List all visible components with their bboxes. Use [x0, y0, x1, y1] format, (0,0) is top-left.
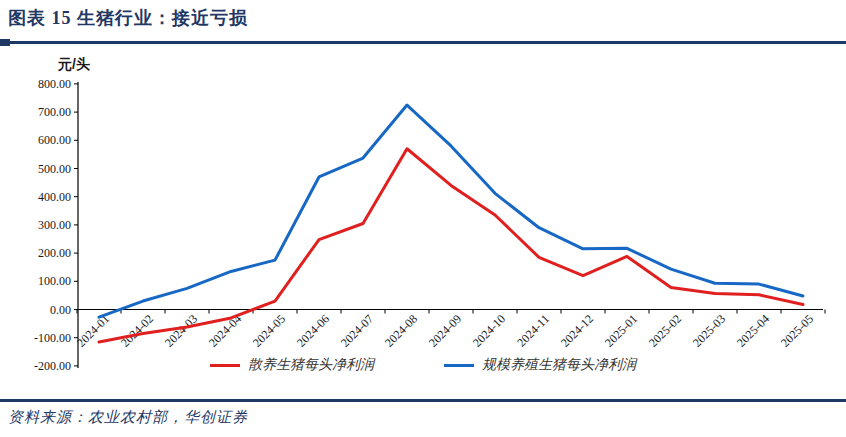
y-tick-label: -100.00 [34, 331, 71, 345]
line-chart-plot: 800.00 700.00 600.00 500.00 400.00 300.00 200.… [28, 72, 846, 380]
title-divider-left-cap [0, 39, 10, 46]
report-chart-figure: 图表 15 生猪行业：接近亏损 元/头 800.00700.00600.0050… [0, 0, 846, 437]
x-category-label: 2025-05 [778, 312, 816, 350]
x-category-label: 2024-07 [338, 312, 376, 350]
title-divider-rule [0, 41, 846, 44]
legend-line-red [210, 364, 240, 367]
source-note: 资料来源：农业农村部，华创证券 [8, 408, 248, 427]
legend-item-scale-farm: 规模养殖生猪每头净利润 [444, 356, 636, 374]
footer-divider-rule [0, 399, 846, 402]
x-category-label: 2025-02 [646, 312, 684, 350]
legend-line-blue [444, 364, 474, 367]
x-category-label: 2024-08 [382, 312, 420, 350]
legend-item-free-range: 散养生猪每头净利润 [210, 356, 374, 374]
y-tick-label: 200.00 [38, 246, 71, 260]
y-tick-label: 300.00 [38, 218, 71, 232]
series-line-blue [99, 105, 803, 317]
y-tick-label: 100.00 [38, 274, 71, 288]
legend-label-free-range: 散养生猪每头净利润 [248, 356, 374, 374]
y-tick-label: 600.00 [38, 133, 71, 147]
chart-legend: 散养生猪每头净利润 规模养殖生猪每头净利润 [0, 356, 846, 374]
legend-label-scale-farm: 规模养殖生猪每头净利润 [482, 356, 636, 374]
x-category-label: 2024-09 [426, 312, 464, 350]
x-category-label: 2024-01 [74, 312, 112, 350]
x-category-label: 2024-06 [294, 312, 332, 350]
x-category-label: 2024-10 [470, 312, 508, 350]
x-category-label: 2024-11 [514, 312, 552, 350]
y-tick-label: 700.00 [38, 105, 71, 119]
x-category-label: 2025-03 [690, 312, 728, 350]
y-tick-label: 0.00 [50, 303, 71, 317]
x-category-label: 2024-04 [206, 312, 244, 350]
figure-title: 图表 15 生猪行业：接近亏损 [8, 6, 248, 30]
x-category-label: 2025-01 [602, 312, 640, 350]
x-category-label: 2025-04 [734, 312, 772, 350]
x-category-label: 2024-05 [250, 312, 288, 350]
x-category-label: 2024-02 [118, 312, 156, 350]
x-category-label: 2024-12 [558, 312, 596, 350]
y-tick-label: 400.00 [38, 190, 71, 204]
y-tick-label: 500.00 [38, 162, 71, 176]
y-tick-label: 800.00 [38, 77, 71, 91]
series-line-red [99, 149, 803, 342]
